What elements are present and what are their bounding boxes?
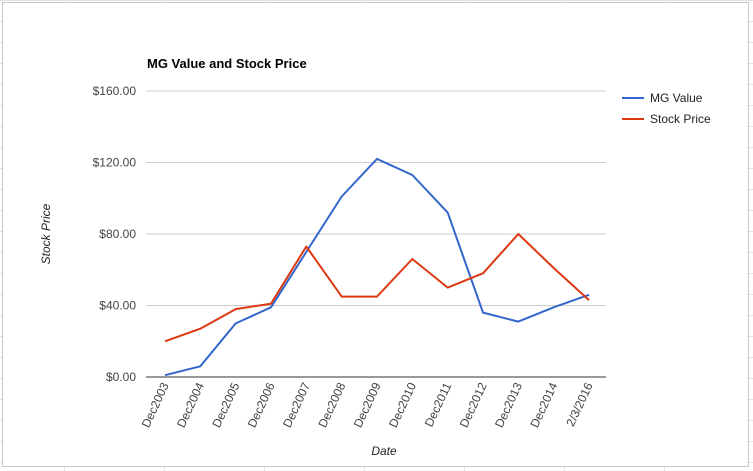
x-tick-label: Dec2006 xyxy=(245,380,278,430)
x-tick-label: Dec2009 xyxy=(351,380,384,430)
chart-title: MG Value and Stock Price xyxy=(147,56,307,71)
x-tick-label: Dec2010 xyxy=(386,380,419,430)
y-axis-title: Stock Price xyxy=(39,203,53,264)
y-tick-label: $120.00 xyxy=(93,156,137,170)
y-tick-label: $40.00 xyxy=(99,299,136,313)
series-line-mg-value[interactable] xyxy=(164,157,590,377)
x-tick-label: Dec2005 xyxy=(209,380,242,430)
x-axis-ticks: Dec2003 Dec2004 Dec2005 Dec2006 Dec2007 Dec20… xyxy=(139,380,596,430)
x-tick-label: Dec2014 xyxy=(527,380,560,430)
series-line-stock-price[interactable] xyxy=(164,233,590,343)
x-tick-label: Dec2003 xyxy=(139,380,172,430)
y-tick-label: $80.00 xyxy=(99,227,136,241)
x-axis-title: Date xyxy=(371,444,397,458)
x-tick-label: Dec2013 xyxy=(492,380,525,430)
y-axis-ticks: $0.00 $40.00 $80.00 $120.00 $160.00 xyxy=(93,84,137,384)
legend-label[interactable]: MG Value xyxy=(650,91,703,105)
series-lines xyxy=(164,157,590,377)
x-tick-label: Dec2007 xyxy=(280,380,313,430)
x-tick-label: Dec2008 xyxy=(315,380,348,430)
grid-lines xyxy=(146,90,606,306)
x-tick-label: Dec2011 xyxy=(422,380,455,429)
y-tick-label: $0.00 xyxy=(106,370,136,384)
legend: MG Value Stock Price xyxy=(622,91,711,126)
x-tick-label: Dec2004 xyxy=(174,380,207,430)
legend-label[interactable]: Stock Price xyxy=(650,112,711,126)
x-tick-label: Dec2012 xyxy=(457,380,490,430)
y-tick-label: $160.00 xyxy=(93,84,137,98)
x-tick-label: 2/3/2016 xyxy=(563,380,596,429)
